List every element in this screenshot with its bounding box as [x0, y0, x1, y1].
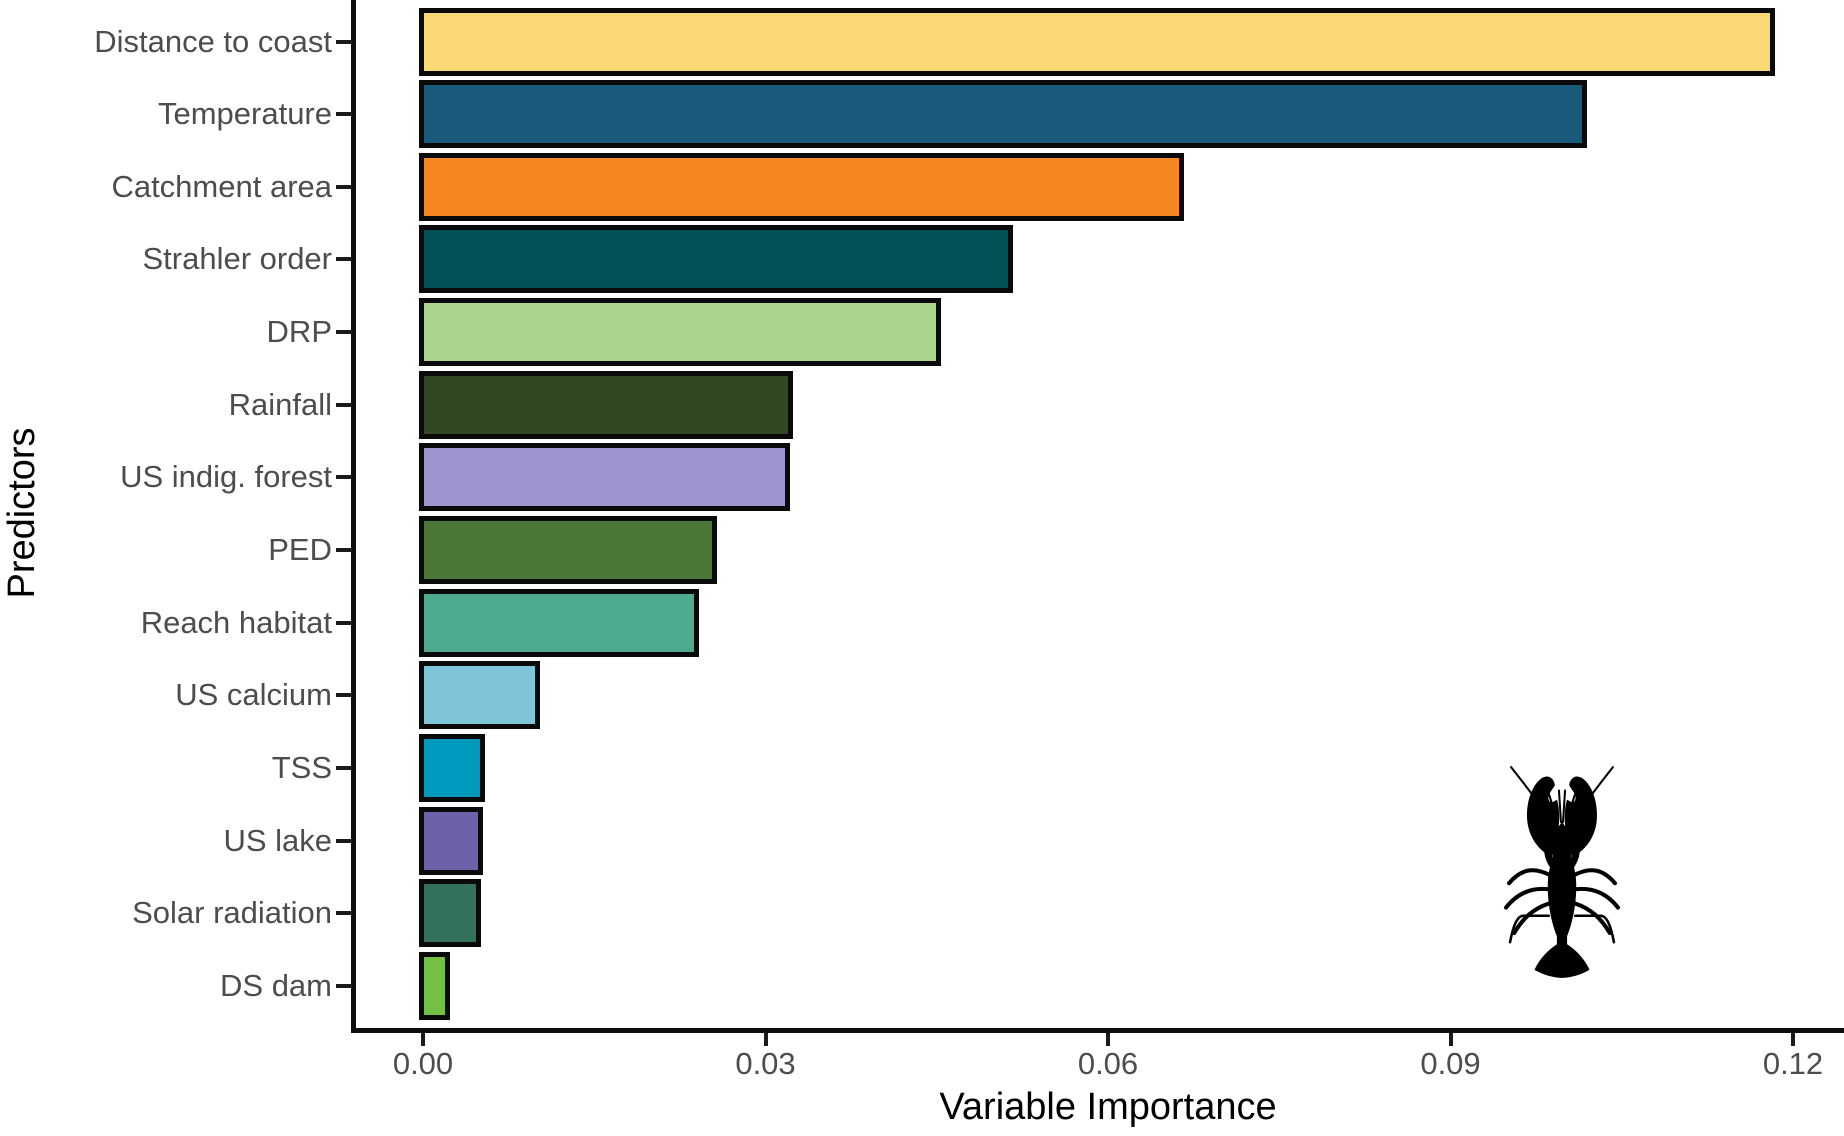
bar — [419, 588, 699, 657]
x-axis-line — [351, 1028, 1844, 1033]
y-tick-label: Rainfall — [228, 386, 332, 422]
y-tick-mark — [336, 620, 352, 625]
x-tick-label: 0.00 — [392, 1046, 454, 1081]
y-tick-mark — [336, 693, 352, 698]
x-tick-mark — [763, 1033, 768, 1046]
bar — [419, 443, 790, 512]
y-tick-label: DRP — [266, 314, 332, 350]
y-tick-mark — [336, 983, 352, 988]
y-tick-label: DS dam — [220, 967, 332, 1003]
y-tick-mark — [336, 765, 352, 770]
x-tick-label: 0.12 — [1762, 1046, 1824, 1081]
y-tick-label: Temperature — [157, 96, 332, 132]
y-tick-label: US calcium — [175, 677, 332, 713]
x-tick-label: 0.03 — [735, 1046, 796, 1081]
bar — [419, 733, 486, 802]
y-tick-label: Strahler order — [142, 241, 332, 277]
bar — [419, 80, 1587, 149]
y-tick-label: Reach habitat — [140, 604, 332, 640]
bar — [419, 370, 794, 439]
bar — [419, 152, 1184, 221]
y-tick-mark — [336, 911, 352, 916]
x-tick-label: 0.09 — [1420, 1046, 1481, 1081]
bar — [419, 661, 540, 730]
y-tick-label: Distance to coast — [94, 23, 332, 59]
bar — [419, 879, 481, 948]
y-tick-mark — [336, 402, 352, 407]
y-tick-mark — [336, 838, 352, 843]
bar — [419, 7, 1776, 76]
y-tick-mark — [336, 184, 352, 189]
y-axis-line — [351, 0, 356, 1033]
x-tick-mark — [1791, 1033, 1795, 1046]
crayfish-silhouette-icon — [1503, 766, 1621, 978]
bar — [419, 515, 717, 584]
bar — [419, 951, 450, 1020]
bar — [419, 806, 483, 875]
y-tick-label: TSS — [271, 749, 332, 785]
y-tick-mark — [336, 257, 352, 262]
bar — [419, 298, 941, 367]
y-tick-label: PED — [268, 531, 332, 567]
x-tick-mark — [1448, 1033, 1453, 1046]
bar — [419, 225, 1013, 294]
y-tick-label: Solar radiation — [132, 895, 332, 931]
y-tick-mark — [336, 330, 352, 335]
x-axis-title: Variable Importance — [939, 1086, 1277, 1128]
y-tick-mark — [336, 39, 352, 44]
y-tick-mark — [336, 112, 352, 117]
x-tick-mark — [421, 1033, 425, 1046]
x-tick-mark — [1106, 1033, 1110, 1046]
y-tick-mark — [336, 547, 352, 552]
y-tick-label: US lake — [223, 822, 332, 858]
y-tick-label: US indig. forest — [120, 459, 332, 495]
x-tick-label: 0.06 — [1077, 1046, 1139, 1081]
y-tick-label: Catchment area — [111, 168, 332, 204]
y-tick-mark — [336, 475, 352, 480]
